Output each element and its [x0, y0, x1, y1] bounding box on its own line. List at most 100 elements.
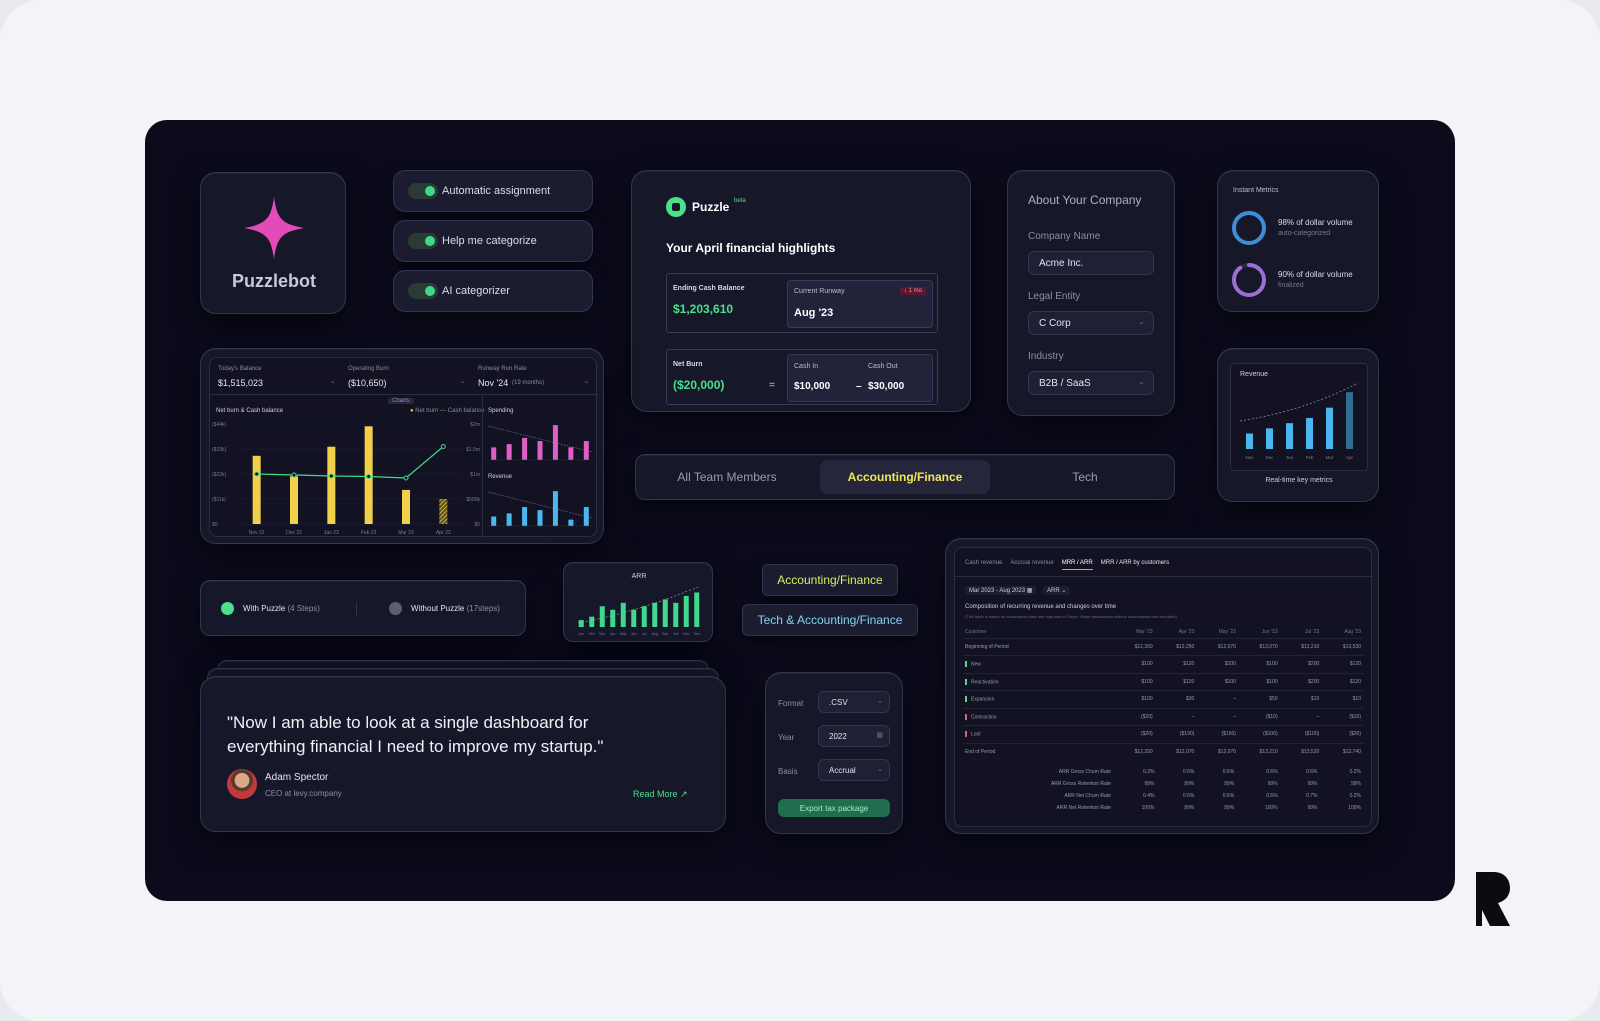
- tab-mrr-arr-customers[interactable]: MRR / ARR by customers: [1100, 560, 1170, 566]
- steps-comparison: With Puzzle (4 Steps) Without Puzzle (17…: [200, 580, 526, 636]
- table-cell: $50: [1269, 696, 1278, 703]
- calendar-icon: ▦: [876, 732, 883, 739]
- dashboard-card: Today's Balance $1,515,023 ⌄ Operating B…: [200, 348, 604, 544]
- quote-role: CEO at levy.company: [265, 789, 342, 798]
- mini-bar: [552, 491, 558, 526]
- table-cell: Expansion: [963, 691, 1113, 709]
- table-row[interactable]: Reactivation $100 $120 $100 $100 $200 $120: [963, 673, 1363, 691]
- chevron-down-icon[interactable]: ⌄: [460, 379, 466, 385]
- table-cell: $13,740: [1342, 749, 1361, 755]
- table-cell: 0.2%: [1349, 793, 1361, 799]
- tab-mrr-arr[interactable]: MRR / ARR: [1061, 560, 1093, 570]
- arr-bar: [683, 595, 689, 627]
- table-cell: $13,530: [1342, 643, 1361, 650]
- tab-accrual-revenue[interactable]: Accrual revenue: [1010, 560, 1054, 566]
- chevron-down-icon[interactable]: ⌄: [584, 379, 590, 385]
- legal-entity-select[interactable]: C Corp ⌄: [1028, 311, 1154, 335]
- format-value: .CSV: [829, 697, 848, 707]
- without-puzzle-label: Without Puzzle (17steps): [411, 604, 500, 613]
- net-burn-chart: ($44k) $2m ($33k) $1.5m ($22k) $1m ($11k) $500k…: [212, 422, 480, 536]
- charts-tag[interactable]: Charts: [388, 398, 414, 404]
- table-cell: $12,250: [1176, 643, 1195, 650]
- tax-export-card: Format .CSV ⌄ Year 2022 ▦ Basis Accrual …: [765, 672, 903, 834]
- table-row[interactable]: End of Period $12,250 $12,070 $12,070 $13,21…: [963, 743, 1363, 761]
- table-cell: ($10): [1349, 713, 1361, 720]
- tab-accounting-finance[interactable]: Accounting/Finance: [820, 460, 990, 494]
- toggle-label: Automatic assignment: [442, 185, 551, 197]
- ratio-row: ARR Net Retention Rate 100% 99% 99% 100% 99% 1…: [963, 802, 1363, 814]
- with-puzzle-dot-icon: [221, 602, 234, 615]
- tab-tech[interactable]: Tech: [1000, 460, 1170, 494]
- revenue-bar: [1266, 428, 1273, 449]
- arr-bar: [652, 602, 658, 627]
- toggle-switch[interactable]: [408, 283, 438, 299]
- revenue-card: Revenue Nov Dec Jan Feb Mar Apr Real-time key…: [1217, 348, 1379, 502]
- metric-select[interactable]: ARR ⌄: [1043, 586, 1071, 595]
- table-cell: $120: [1349, 661, 1361, 668]
- table-cell: ($20): [1140, 713, 1153, 720]
- arr-bar: [578, 620, 584, 627]
- table-cell: 0.6%: [1182, 769, 1195, 775]
- table-cell: 0.7%: [1306, 793, 1318, 799]
- column-header: Jun '23: [1261, 628, 1278, 635]
- mini-bar: [552, 425, 558, 460]
- industry-select[interactable]: B2B / SaaS ⌄: [1028, 371, 1154, 395]
- table-row[interactable]: Beginning of Period $12,350 $12,250 $12,070…: [963, 638, 1363, 656]
- revenue-bar: [1326, 407, 1333, 449]
- legal-entity-label: Legal Entity: [1028, 291, 1081, 302]
- sparkle-icon: [244, 197, 304, 259]
- net-burn-bar: [327, 446, 336, 524]
- cash-in-value: $10,000: [794, 381, 831, 392]
- y-tick-right: $0: [474, 522, 480, 528]
- table-cell: 0.6%: [1182, 793, 1195, 799]
- company-name-field[interactable]: Acme Inc.: [1028, 251, 1154, 275]
- x-tick-label: Nov: [683, 632, 689, 636]
- read-more-label: Read More: [633, 789, 678, 799]
- table-cell: ($150): [1221, 731, 1236, 738]
- export-tax-button[interactable]: Export tax package: [778, 799, 890, 817]
- toggle-ai-categorizer[interactable]: AI categorizer: [393, 270, 593, 312]
- toggle-automatic-assignment[interactable]: Automatic assignment: [393, 170, 593, 212]
- table-row[interactable]: Contraction ($20) – – ($10) – ($10): [963, 708, 1363, 726]
- tag-accounting-finance[interactable]: Accounting/Finance: [762, 564, 898, 596]
- cash-balance-point: [440, 444, 446, 449]
- revenue-mini-label[interactable]: Revenue: [488, 474, 513, 480]
- spending-chart: [486, 425, 594, 461]
- cash-out-label: Cash Out: [868, 363, 898, 370]
- runway-label: Current Runway: [794, 288, 845, 295]
- table-cell: 99%: [1307, 781, 1318, 787]
- table-row[interactable]: Expansion $100 $30 – $50 $10 $10: [963, 690, 1363, 709]
- table-cell: $13,070: [1259, 643, 1278, 650]
- tab-label: All Team Members: [677, 470, 777, 484]
- date-range-picker[interactable]: Mar 2023 - Aug 2023 ▦: [965, 586, 1037, 595]
- table-cell: 0.4%: [1143, 793, 1155, 799]
- table-cell: 0.6%: [1306, 769, 1318, 775]
- x-tick-label: Aug: [652, 632, 658, 636]
- tag-tech-accounting-finance[interactable]: Tech & Accounting/Finance: [742, 604, 918, 636]
- table-cell: Beginning of Period: [965, 643, 1009, 650]
- basis-label: Basis: [778, 767, 798, 776]
- y-tick-left: $0: [212, 522, 218, 528]
- table-row[interactable]: Lost ($20) ($190) ($150) ($100) ($100) ($20): [963, 725, 1363, 744]
- year-picker[interactable]: 2022 ▦: [818, 725, 890, 747]
- chevron-down-icon[interactable]: ⌄: [330, 379, 336, 385]
- x-tick-label: Jan: [578, 632, 584, 636]
- tab-all-team-members[interactable]: All Team Members: [642, 460, 812, 494]
- read-more-link[interactable]: Read More ↗: [633, 789, 688, 800]
- toggle-label: AI categorizer: [442, 285, 510, 297]
- toggle-help-me-categorize[interactable]: Help me categorize: [393, 220, 593, 262]
- table-cell: $13,210: [1259, 749, 1278, 755]
- highlights-title: Your April financial highlights: [666, 241, 836, 255]
- spending-label[interactable]: Spending: [488, 408, 514, 414]
- quote-author: Adam Spector: [265, 772, 329, 783]
- format-select[interactable]: .CSV ⌄: [818, 691, 890, 713]
- basis-select[interactable]: Accrual ⌄: [818, 759, 890, 781]
- toggle-switch[interactable]: [408, 233, 438, 249]
- mrr-subtitle: (This table is based on subscription dat…: [965, 614, 1177, 619]
- table-row[interactable]: New $100 $120 $100 $100 $200 $120: [963, 655, 1363, 674]
- arr-bar: [631, 609, 637, 627]
- metric-2-title: 90% of dollar volume: [1278, 270, 1353, 279]
- net-burn-bar: [402, 489, 410, 524]
- toggle-switch[interactable]: [408, 183, 438, 199]
- tab-cash-revenue[interactable]: Cash revenue: [965, 560, 1003, 566]
